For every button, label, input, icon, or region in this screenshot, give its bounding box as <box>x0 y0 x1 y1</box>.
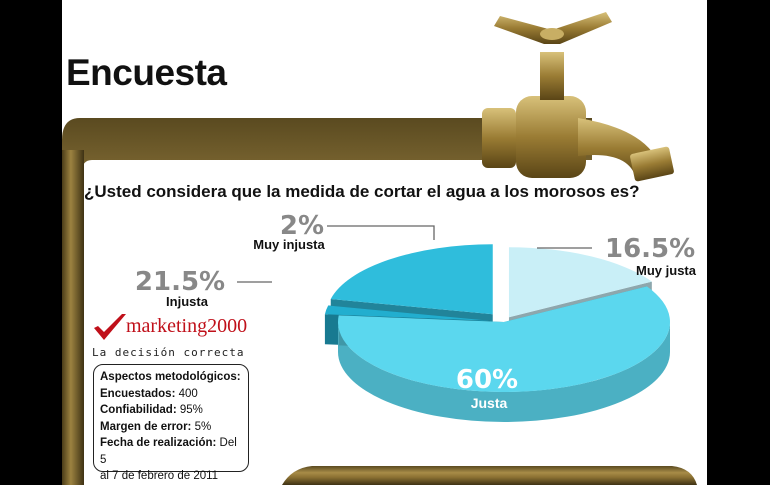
category-label-muy-justa: Muy justa <box>636 263 697 278</box>
infographic: Encuesta ¿Usted considera que la medida … <box>62 0 707 485</box>
methodology-box: Aspectos metodológicos: Encuestados: 400… <box>93 364 249 482</box>
methodology-row: Encuestados: 400 <box>100 387 198 400</box>
methodology-row: al 7 de febrero de 2011 <box>100 470 219 482</box>
pie-chart: 16.5%Muy justa 60%Justa 2%Muy injusta 21.5%… <box>135 211 697 422</box>
category-label-justa: Justa <box>471 395 508 411</box>
pie-slice-justa <box>338 286 670 422</box>
brand-name-suffix: ting2000 <box>175 315 248 337</box>
methodology-heading: Aspectos metodológicos: <box>100 371 241 383</box>
brand-name: marketing2000 <box>126 315 247 338</box>
survey-question: ¿Usted considera que la medida de cortar… <box>84 182 640 201</box>
brand-name-prefix: marke <box>126 315 176 337</box>
category-label-muy-injusta: Muy injusta <box>253 237 325 252</box>
data-label-justa: 60% <box>456 365 518 395</box>
data-label-muy-injusta: 2% <box>280 211 324 241</box>
methodology-row: Confiabilidad: 95% <box>100 404 203 416</box>
category-label-injusta: Injusta <box>166 294 209 309</box>
page-title: Encuesta <box>66 52 227 93</box>
leader-line <box>327 225 435 240</box>
methodology-row: Margen de error: 5% <box>100 420 212 433</box>
faucet-pipe-illustration <box>62 12 697 485</box>
data-label-injusta: 21.5% <box>135 267 225 297</box>
methodology-row: Fecha de realización: Del 5 <box>100 437 237 466</box>
data-label-muy-justa: 16.5% <box>605 234 695 264</box>
checkmark-logo-icon <box>94 314 126 340</box>
brand-tagline: La decisión correcta <box>92 346 245 359</box>
